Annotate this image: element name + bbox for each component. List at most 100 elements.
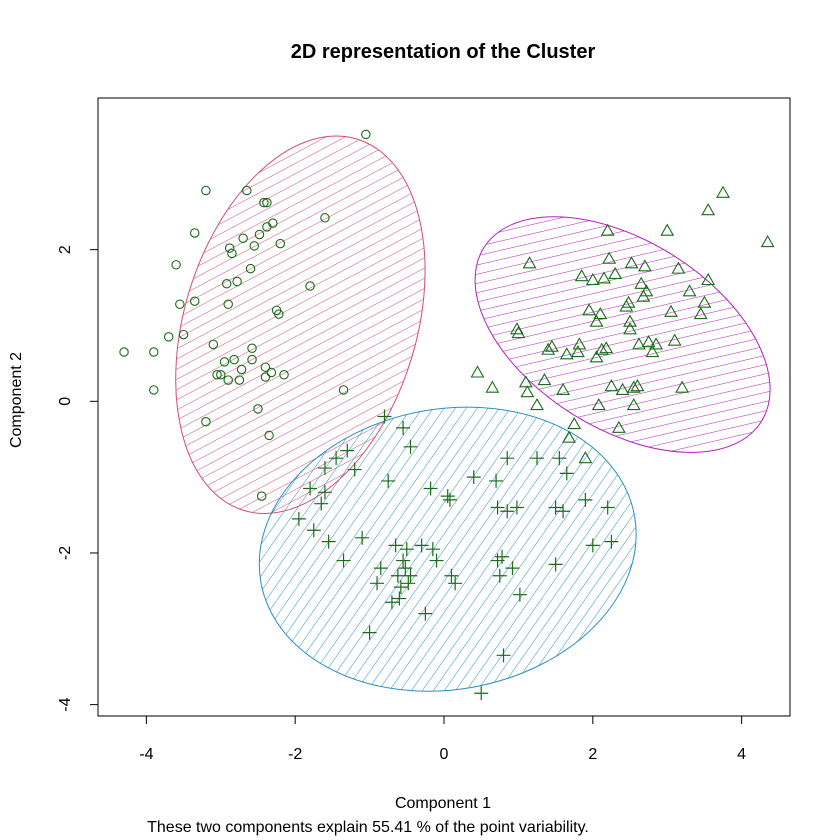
data-point-triangle	[520, 385, 535, 398]
data-point-circle	[201, 417, 211, 427]
data-point-plus	[355, 530, 370, 545]
data-point-triangle	[675, 380, 690, 393]
data-point-triangle	[660, 223, 675, 236]
data-point-triangle	[639, 284, 654, 297]
data-point-circle	[234, 375, 245, 385]
data-point-plus	[336, 553, 351, 568]
y-axis: -4 -2 0 2	[57, 245, 99, 712]
data-point-triangle	[632, 337, 646, 350]
data-point-triangle	[604, 379, 619, 392]
data-point-circle	[178, 329, 189, 340]
data-point-circle	[259, 197, 269, 208]
data-point-plus	[442, 492, 457, 507]
data-point-plus	[403, 439, 418, 454]
data-point-circle	[216, 370, 226, 380]
data-point-triangle	[630, 379, 645, 392]
data-point-circle	[320, 213, 330, 223]
data-point-plus	[414, 538, 429, 553]
data-point-circle	[253, 404, 263, 414]
data-point-plus	[418, 606, 433, 621]
data-point-circle	[245, 263, 256, 274]
x-tick-label: 0	[440, 746, 449, 763]
data-point-triangle	[572, 337, 587, 350]
data-point-plus	[429, 553, 444, 568]
data-point-plus	[492, 568, 507, 583]
variability-note: These two components explain 55.41 % of …	[147, 819, 589, 836]
data-point-triangle	[615, 382, 630, 395]
data-point-circle	[119, 347, 129, 357]
data-point-triangle	[602, 251, 617, 264]
data-point-triangle	[649, 337, 664, 350]
data-point-triangle	[511, 325, 526, 339]
data-point-plus	[317, 461, 332, 476]
data-point-plus	[384, 595, 399, 610]
data-point-triangle	[593, 307, 608, 320]
x-axis: -4 -2 0 2 4	[139, 715, 746, 763]
data-point-triangle	[562, 430, 576, 443]
data-point-circle	[232, 276, 242, 287]
data-point-triangle	[544, 339, 559, 352]
data-point-plus	[321, 534, 336, 549]
data-point-circle	[238, 233, 248, 244]
data-point-circle	[260, 372, 271, 382]
data-point-triangle	[567, 416, 582, 430]
data-point-plus	[474, 686, 489, 701]
data-point-triangle	[559, 347, 574, 360]
data-point-triangle	[611, 420, 626, 433]
data-point-plus	[329, 451, 344, 466]
data-point-circle	[249, 241, 260, 251]
data-point-circle	[305, 281, 315, 291]
data-point-plus	[401, 576, 416, 591]
cluster-points	[119, 129, 775, 701]
data-point-circle	[221, 279, 232, 289]
data-point-triangle	[634, 276, 649, 289]
data-point-plus	[512, 587, 527, 602]
data-point-circle	[274, 309, 284, 319]
data-point-triangle	[556, 382, 571, 395]
data-point-plus	[444, 568, 459, 583]
x-axis-label: Component 1	[395, 795, 491, 812]
data-point-triangle	[663, 304, 678, 317]
data-point-plus	[448, 576, 463, 591]
data-point-plus	[396, 553, 411, 568]
data-point-circle	[201, 185, 211, 196]
data-point-plus	[396, 420, 411, 435]
data-point-plus	[466, 470, 481, 485]
data-point-triangle	[470, 365, 485, 378]
data-point-triangle	[537, 372, 552, 386]
data-point-circle	[260, 362, 271, 372]
data-point-triangle	[485, 380, 500, 393]
data-point-triangle	[589, 350, 604, 363]
data-point-circle	[254, 229, 265, 240]
data-point-triangle	[697, 295, 712, 308]
data-point-circle	[361, 129, 371, 140]
data-point-triangle	[585, 272, 600, 286]
data-point-plus	[392, 591, 407, 606]
data-point-triangle	[671, 261, 686, 274]
data-point-triangle	[693, 307, 708, 320]
data-point-plus	[425, 542, 440, 557]
data-point-triangle	[667, 333, 682, 346]
data-point-triangle	[623, 314, 637, 327]
data-point-plus	[423, 481, 438, 496]
data-point-triangle	[626, 397, 641, 411]
data-point-plus	[600, 500, 615, 515]
chart-title: 2D representation of the Cluster	[291, 41, 596, 63]
data-point-triangle	[518, 375, 533, 388]
data-point-plus	[548, 557, 563, 572]
data-point-plus	[393, 580, 408, 595]
data-point-plus	[509, 500, 524, 515]
cluster-ellipse-1	[175, 135, 426, 514]
data-point-circle	[223, 299, 233, 310]
data-point-triangle	[760, 234, 775, 248]
data-point-triangle	[716, 185, 730, 198]
data-point-plus	[585, 538, 600, 553]
data-point-circle	[338, 385, 349, 395]
data-point-triangle	[623, 322, 637, 335]
data-point-triangle	[626, 380, 641, 393]
cluster-ellipse-2	[474, 216, 771, 453]
data-point-triangle	[701, 203, 716, 216]
data-point-plus	[403, 568, 418, 583]
data-point-circle	[189, 296, 200, 306]
